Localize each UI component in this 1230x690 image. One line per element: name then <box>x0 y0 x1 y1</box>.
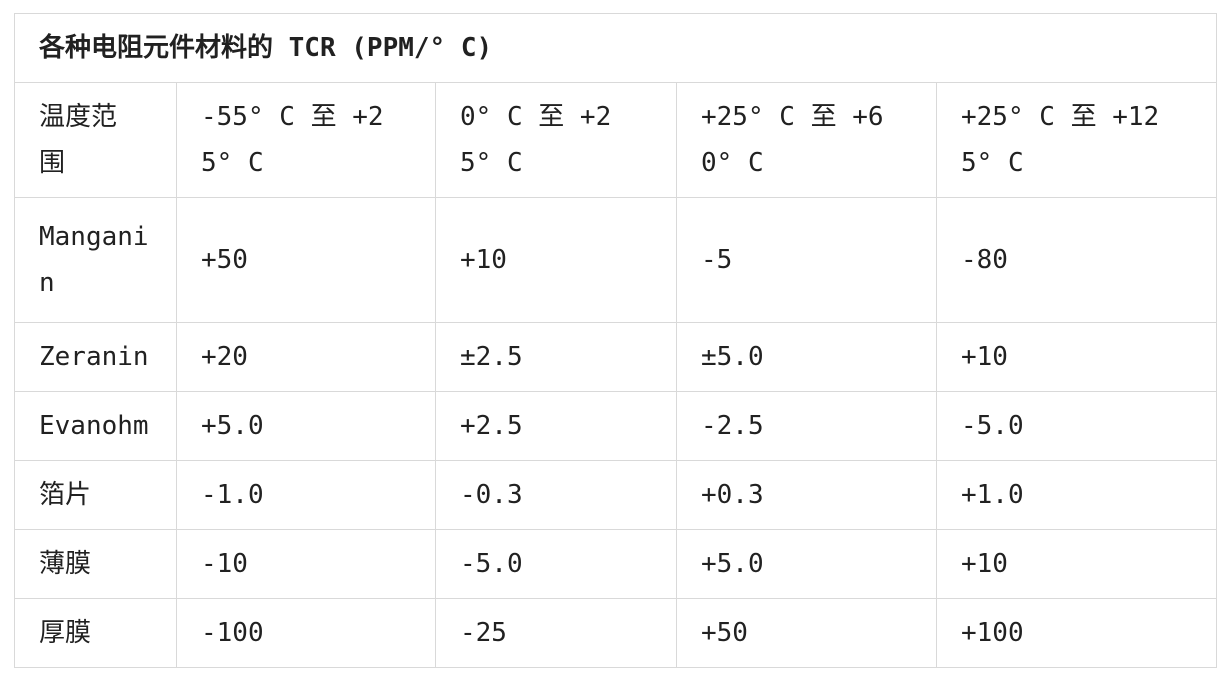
tcr-value-cell: -0.3 <box>435 460 677 530</box>
tcr-value-cell: +0.3 <box>676 460 937 530</box>
table-row: Zeranin +20 ±2.5 ±5.0 +10 <box>14 322 1218 392</box>
table-row: Evanohm +5.0 +2.5 -2.5 -5.0 <box>14 391 1218 461</box>
tcr-value-cell: ±5.0 <box>676 322 937 392</box>
table-row: Mangani n +50 +10 -5 -80 <box>14 197 1218 323</box>
tcr-value-cell: -2.5 <box>676 391 937 461</box>
tcr-value-cell: +2.5 <box>435 391 677 461</box>
material-name-cell: Mangani n <box>14 197 177 323</box>
table-row: 厚膜 -100 -25 +50 +100 <box>14 598 1218 668</box>
tcr-value-cell: +5.0 <box>676 529 937 599</box>
table-title: 各种电阻元件材料的 TCR (PPM/° C) <box>13 13 1218 83</box>
header-cell-range: +25° C 至 +6 0° C <box>676 82 937 198</box>
header-cell-temperature-range: 温度范 围 <box>14 82 177 198</box>
tcr-value-cell: +100 <box>935 598 1218 668</box>
tcr-value-cell: +1.0 <box>935 460 1218 530</box>
tcr-value-cell: +10 <box>435 197 677 323</box>
tcr-value-cell: -5 <box>676 197 937 323</box>
tcr-table: 各种电阻元件材料的 TCR (PPM/° C) 温度范 围 -55° C 至 +2… <box>13 13 1218 668</box>
header-cell-range: +25° C 至 +12 5° C <box>935 82 1218 198</box>
tcr-value-cell: -100 <box>176 598 436 668</box>
table-row: 箔片 -1.0 -0.3 +0.3 +1.0 <box>14 460 1218 530</box>
tcr-value-cell: -1.0 <box>176 460 436 530</box>
tcr-value-cell: +10 <box>935 322 1218 392</box>
tcr-value-cell: ±2.5 <box>435 322 677 392</box>
tcr-value-cell: +50 <box>176 197 436 323</box>
table-row: 薄膜 -10 -5.0 +5.0 +10 <box>14 529 1218 599</box>
material-name-cell: Zeranin <box>14 322 177 392</box>
header-cell-range: 0° C 至 +2 5° C <box>435 82 677 198</box>
tcr-value-cell: +5.0 <box>176 391 436 461</box>
tcr-value-cell: -5.0 <box>935 391 1218 461</box>
material-name-cell: 箔片 <box>14 460 177 530</box>
title-row: 各种电阻元件材料的 TCR (PPM/° C) <box>13 13 1218 83</box>
tcr-value-cell: -80 <box>935 197 1218 323</box>
tcr-value-cell: +20 <box>176 322 436 392</box>
material-name-cell: 薄膜 <box>14 529 177 599</box>
tcr-value-cell: +10 <box>935 529 1218 599</box>
header-row: 温度范 围 -55° C 至 +2 5° C 0° C 至 +2 5° C +25° … <box>14 82 1218 198</box>
tcr-table-container: 各种电阻元件材料的 TCR (PPM/° C) 温度范 围 -55° C 至 +2… <box>13 13 1218 668</box>
tcr-value-cell: -5.0 <box>435 529 677 599</box>
tcr-value-cell: -10 <box>176 529 436 599</box>
material-name-cell: Evanohm <box>14 391 177 461</box>
tcr-value-cell: -25 <box>435 598 677 668</box>
tcr-value-cell: +50 <box>676 598 937 668</box>
header-cell-range: -55° C 至 +2 5° C <box>176 82 436 198</box>
material-name-cell: 厚膜 <box>14 598 177 668</box>
